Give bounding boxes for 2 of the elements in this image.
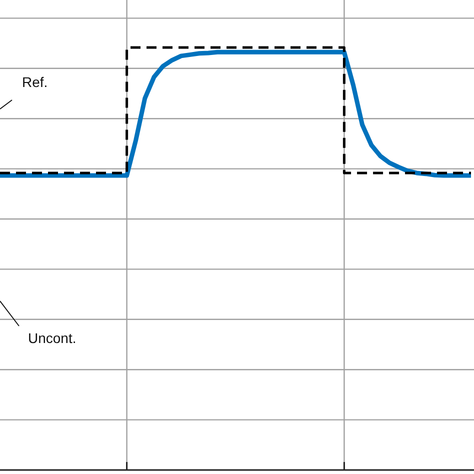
annotation: Uncont. — [28, 330, 76, 346]
annotation: Ref. — [22, 74, 48, 90]
